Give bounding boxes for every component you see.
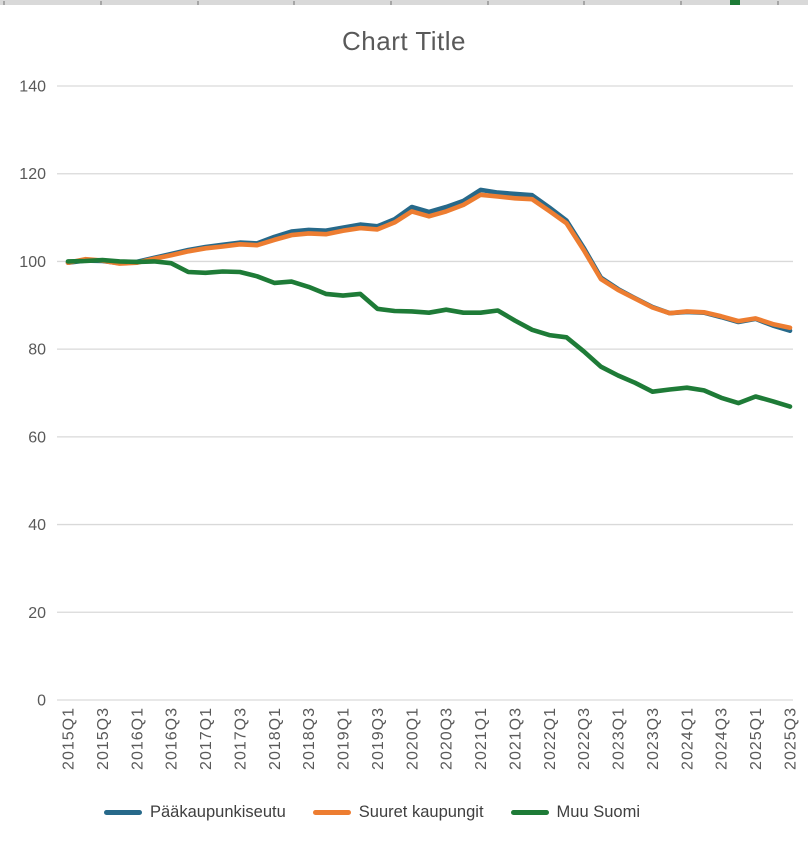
series-line-1 [65, 192, 793, 331]
column-divider-tick [487, 1, 489, 5]
column-divider-tick [390, 1, 392, 5]
y-axis-tick-label: 40 [28, 517, 46, 534]
x-axis-tick-label: 2021Q1 [473, 707, 490, 770]
x-axis-tick-label: 2015Q3 [95, 707, 112, 770]
y-axis-tick-label: 0 [37, 693, 46, 710]
column-divider-tick [3, 1, 5, 5]
legend-item-muu-suomi[interactable]: Muu Suomi [510, 803, 640, 822]
spreadsheet-edge-strip [0, 0, 808, 5]
y-axis-tick-label: 80 [28, 342, 46, 359]
legend-line-swatch-green [510, 810, 549, 815]
series-line-2 [65, 257, 793, 409]
x-axis-tick-label: 2024Q3 [714, 707, 731, 770]
legend-item-suuret-kaupungit[interactable]: Suuret kaupungit [312, 803, 484, 822]
y-axis-tick-label: 140 [19, 79, 46, 96]
x-axis-tick-label: 2015Q1 [61, 707, 78, 770]
series-line-0 [65, 187, 793, 334]
legend-line-swatch-blue [104, 810, 142, 815]
x-axis-tick-label: 2018Q1 [267, 707, 284, 770]
sheet-selection-mark [730, 0, 740, 5]
y-axis-tick-label: 100 [19, 254, 46, 271]
x-axis-tick-label: 2024Q1 [679, 707, 696, 770]
legend-line-swatch-orange [312, 810, 351, 815]
column-divider-tick [583, 1, 585, 5]
x-axis-tick-label: 2019Q1 [336, 707, 353, 770]
legend-label: Suuret kaupungit [358, 803, 484, 821]
y-axis-tick-label: 20 [28, 605, 46, 622]
x-axis-tick-label: 2023Q1 [611, 707, 628, 770]
legend-label: Pääkaupunkiseutu [150, 803, 286, 821]
legend-label: Muu Suomi [556, 803, 640, 821]
x-axis-tick-label: 2018Q3 [301, 707, 318, 770]
y-axis-tick-label: 120 [19, 166, 46, 183]
x-axis-tick-label: 2022Q3 [576, 707, 593, 770]
legend-item-paakaupunkiseutu[interactable]: Pääkaupunkiseutu [104, 803, 286, 822]
column-divider-tick [197, 1, 199, 5]
x-axis-tick-label: 2021Q3 [507, 707, 524, 770]
x-axis-tick-label: 2022Q1 [542, 707, 559, 770]
column-divider-tick [100, 1, 102, 5]
chart-title: Chart Title [342, 26, 466, 56]
x-axis-tick-label: 2019Q3 [370, 707, 387, 770]
x-axis-tick-label: 2020Q3 [439, 707, 456, 770]
x-axis-tick-label: 2016Q1 [129, 707, 146, 770]
column-divider-tick [680, 1, 682, 5]
x-axis-tick-label: 2023Q3 [645, 707, 662, 770]
x-axis-tick-label: 2025Q3 [783, 707, 800, 770]
y-axis-tick-label: 60 [28, 429, 46, 446]
chart-legend: Pääkaupunkiseutu Suuret kaupungit Muu Su… [104, 803, 640, 822]
column-divider-tick [777, 1, 779, 5]
column-divider-tick [293, 1, 295, 5]
x-axis-tick-label: 2017Q3 [232, 707, 249, 770]
x-axis-tick-label: 2025Q1 [748, 707, 765, 770]
x-axis-tick-label: 2017Q1 [198, 707, 215, 770]
x-axis-tick-label: 2020Q1 [404, 707, 421, 770]
x-axis-tick-label: 2016Q3 [164, 707, 181, 770]
